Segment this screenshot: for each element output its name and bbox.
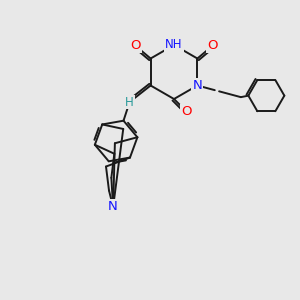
- Bar: [169, 42, 179, 48]
- Bar: [194, 82, 201, 89]
- Text: NH: NH: [165, 38, 183, 52]
- Bar: [126, 99, 133, 105]
- Text: O: O: [181, 105, 192, 118]
- Bar: [132, 43, 140, 49]
- Text: O: O: [130, 39, 141, 52]
- Text: N: N: [193, 79, 202, 92]
- Text: N: N: [108, 200, 118, 214]
- Text: O: O: [207, 39, 217, 52]
- Bar: [208, 43, 216, 49]
- Text: H: H: [125, 95, 134, 109]
- Bar: [110, 204, 117, 210]
- Bar: [183, 108, 190, 115]
